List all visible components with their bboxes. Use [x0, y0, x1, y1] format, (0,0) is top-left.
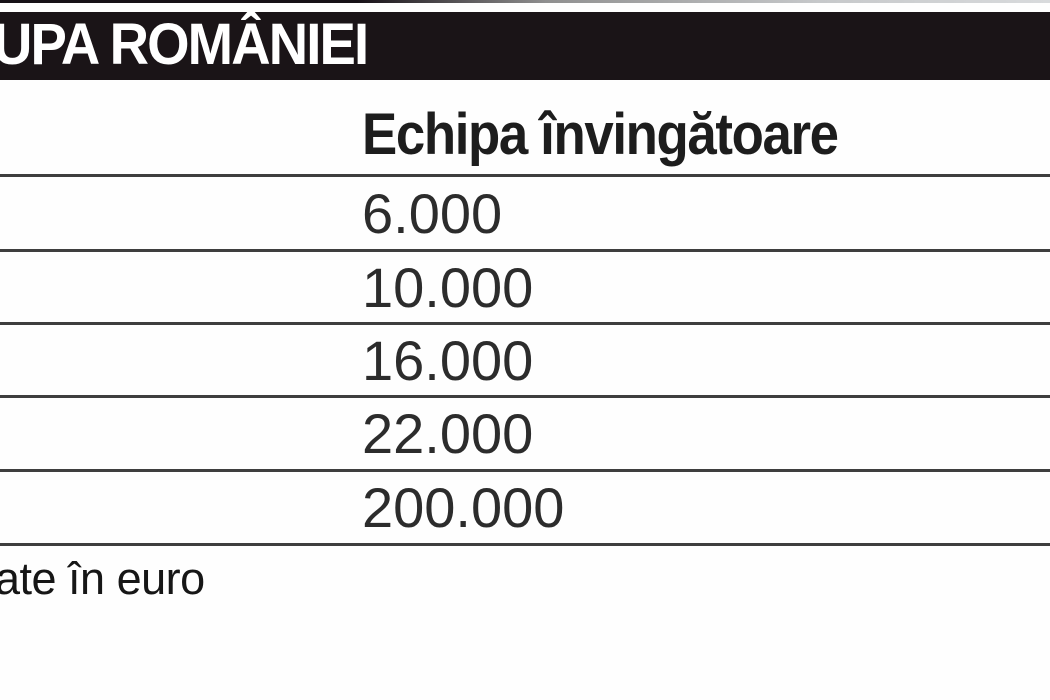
top-crop-rule [0, 0, 1050, 3]
title-text: UPA ROMÂNIEI [0, 12, 369, 77]
prize-value: 200.000 [362, 476, 565, 539]
table-header-row: Echipa învingătoare [0, 80, 1050, 177]
table-row: 200.000 [0, 472, 1050, 546]
title-banner: UPA ROMÂNIEI [0, 12, 1050, 80]
table-row: 6.000 [0, 177, 1050, 252]
footnote-currency-note: ate în euro [0, 553, 205, 604]
prize-value: 10.000 [362, 255, 534, 319]
prize-table: Echipa învingătoare 6.000 10.000 16.000 … [0, 80, 1050, 546]
table-row: 10.000 [0, 252, 1050, 325]
table-row: 16.000 [0, 325, 1050, 398]
prize-value: 6.000 [362, 181, 503, 245]
table-row: 22.000 [0, 398, 1050, 472]
prize-value: 16.000 [362, 328, 534, 392]
prize-value: 22.000 [362, 402, 534, 465]
column-header-winning-team: Echipa învingătoare [362, 101, 839, 167]
